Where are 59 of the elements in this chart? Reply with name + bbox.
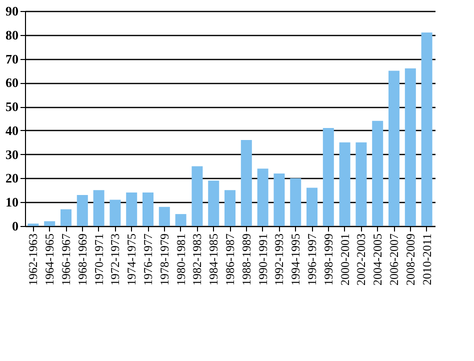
y-tick-label: 0 — [12, 218, 18, 234]
y-tick-label: 50 — [6, 99, 18, 114]
bar — [60, 209, 72, 226]
x-tick-label: 1966-1967 — [59, 234, 73, 286]
bar — [274, 173, 285, 226]
x-tick-label: 1980-1981 — [174, 234, 188, 286]
x-tick-label: 1982-1983 — [190, 234, 204, 286]
x-tick-label: 2010-2011 — [420, 234, 434, 286]
bar — [224, 190, 236, 226]
bar — [257, 168, 268, 226]
x-tick-label: 2000-2001 — [338, 234, 352, 286]
x-tick-label: 1974-1975 — [124, 234, 139, 286]
bar — [175, 214, 186, 226]
bar — [339, 142, 350, 226]
x-tick-label: 1972-1973 — [108, 234, 122, 286]
y-tick-label: 10 — [6, 194, 18, 210]
x-tick-label: 2004-2005 — [370, 234, 385, 286]
x-tick-label: 1976-1977 — [141, 234, 155, 286]
bar — [306, 188, 318, 226]
bar — [192, 166, 203, 226]
x-tick-label: 2006-2007 — [387, 234, 401, 286]
x-tick-label: 1998-1999 — [321, 234, 336, 286]
y-tick-label: 60 — [6, 75, 18, 90]
y-tick-label: 90 — [6, 4, 18, 18]
x-tick-label: 2008-2009 — [403, 234, 418, 286]
x-tick-label: 1990-1991 — [256, 234, 270, 286]
bar — [290, 178, 302, 226]
x-tick-label: 1986-1987 — [223, 234, 237, 286]
y-tick-label: 20 — [6, 170, 18, 186]
x-tick-label: 1962-1963 — [26, 234, 40, 286]
bar — [372, 120, 384, 226]
bar — [158, 206, 170, 226]
bar — [126, 192, 138, 226]
x-tick-label: 1978-1979 — [157, 234, 172, 286]
x-tick-label: 1964-1965 — [42, 234, 57, 286]
bar — [76, 194, 88, 226]
bar — [93, 190, 104, 226]
bar — [110, 200, 121, 226]
x-tick-label: 1988-1989 — [239, 234, 254, 286]
y-tick-label: 70 — [6, 51, 18, 66]
bar — [208, 180, 220, 226]
bar — [322, 128, 334, 226]
bar — [142, 192, 154, 226]
x-tick-label: 1968-1969 — [75, 234, 90, 286]
y-tick-label: 30 — [6, 146, 18, 162]
bar — [44, 221, 56, 226]
x-tick-label: 1996-1997 — [305, 234, 319, 286]
y-tick-label: 40 — [6, 122, 18, 138]
bar — [240, 140, 252, 226]
x-tick-label: 1984-1985 — [206, 234, 221, 286]
x-tick-label: 1970-1971 — [92, 234, 106, 286]
x-tick-label: 1992-1993 — [272, 234, 286, 286]
bar — [388, 70, 400, 226]
x-tick-label: 2002-2003 — [354, 234, 368, 286]
bar — [356, 142, 367, 226]
bar — [421, 32, 432, 226]
y-tick-label: 80 — [6, 27, 18, 42]
x-tick-label: 1994-1995 — [288, 234, 303, 286]
bar — [404, 68, 416, 226]
